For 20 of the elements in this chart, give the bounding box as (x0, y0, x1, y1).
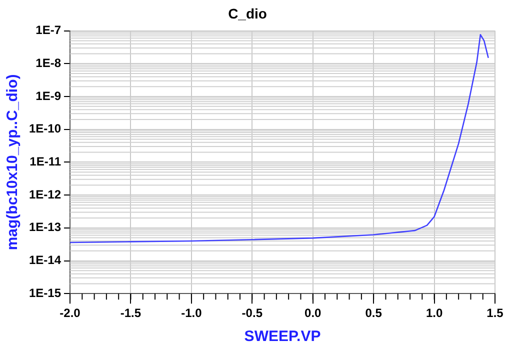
y-tick-label: 1E-9 (36, 88, 62, 103)
x-tick-label: 0.5 (365, 306, 382, 320)
y-tick-label: 1E-14 (28, 253, 62, 268)
y-tick-label: 1E-8 (36, 56, 62, 70)
x-tick-label: -0.5 (242, 306, 263, 320)
chart-title: C_dio (228, 5, 267, 22)
x-tick-label: -2.0 (60, 306, 81, 320)
x-tick-label: 1.5 (486, 306, 504, 320)
y-axis-title: mag(bc10x10_yp..C_dio) (4, 74, 22, 250)
x-tick-label: 1.0 (426, 306, 443, 320)
y-tick-label: 1E-13 (28, 220, 62, 234)
x-tick-label: -1.0 (181, 306, 202, 320)
x-tick-label: -1.5 (120, 306, 142, 320)
y-tick-label: 1E-7 (36, 23, 62, 38)
y-tick-label: 1E-11 (30, 154, 62, 169)
y-tick-label: 1E-15 (28, 286, 62, 300)
x-axis-title: SWEEP.VP (244, 328, 321, 346)
y-tick-label: 1E-10 (28, 122, 62, 136)
x-tick-label: 0.0 (304, 306, 322, 320)
y-tick-label: 1E-12 (28, 187, 62, 202)
